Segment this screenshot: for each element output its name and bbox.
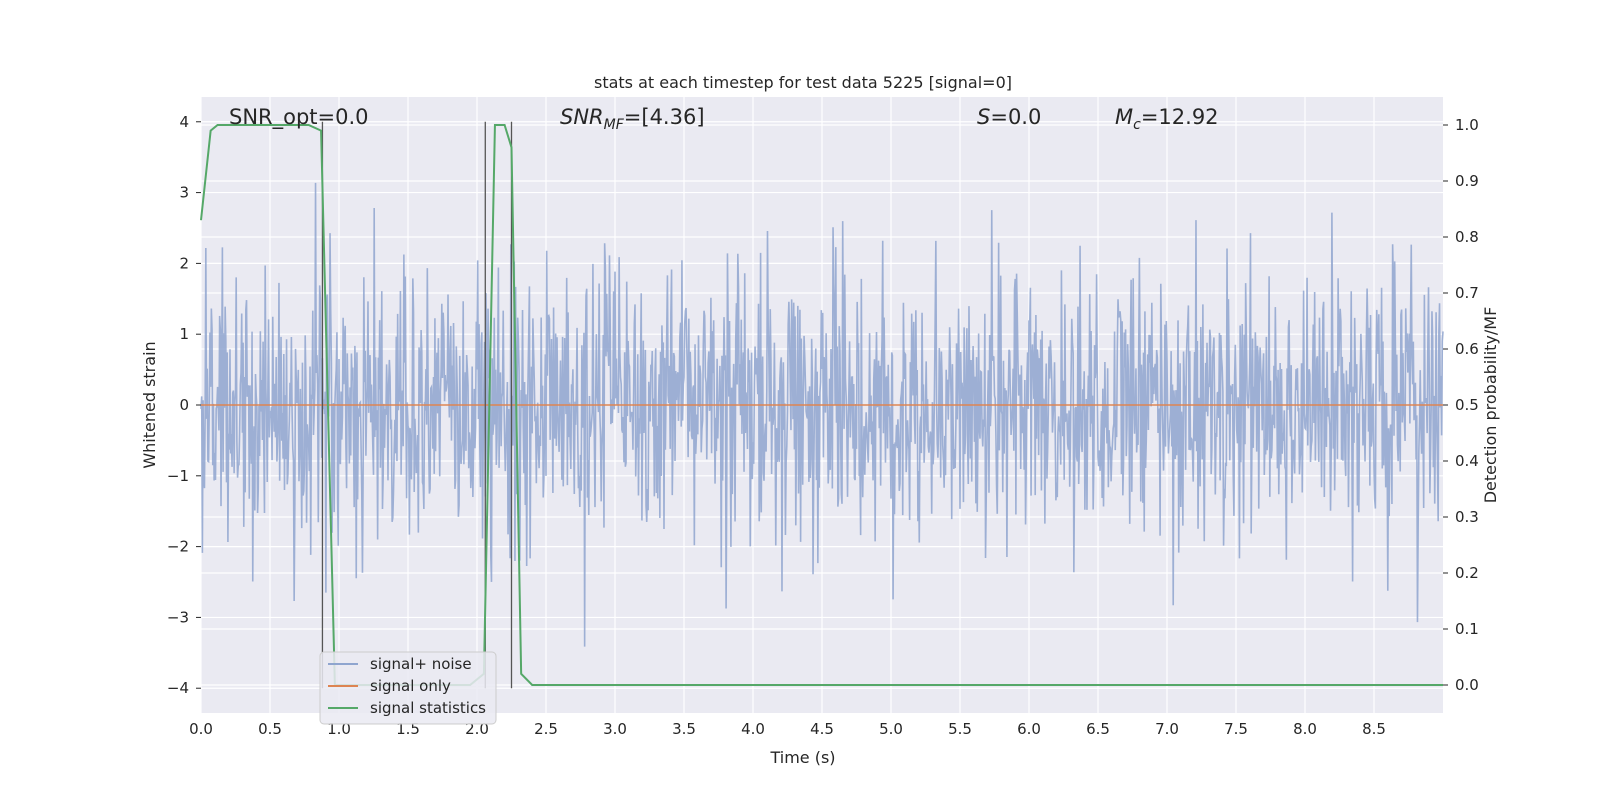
y2-tick-label: 0.4 xyxy=(1455,452,1479,470)
x-tick-label: 3.5 xyxy=(672,720,696,738)
y2-tick-label: 1.0 xyxy=(1455,116,1479,134)
x-tick-label: 5.0 xyxy=(879,720,903,738)
x-axis-ticks: 0.0 0.5 1.0 1.5 2.0 2.5 3.0 3.5 4.0 4.5 5.0 5.5 6.0 6… xyxy=(189,720,1386,738)
y-tick-label: 4 xyxy=(179,113,189,131)
y-tick-label: 1 xyxy=(179,325,189,343)
x-tick-label: 0.5 xyxy=(258,720,282,738)
x-tick-label: 8.5 xyxy=(1362,720,1386,738)
y-tick-label: −1 xyxy=(167,467,189,485)
x-tick-label: 4.5 xyxy=(810,720,834,738)
x-tick-label: 6.0 xyxy=(1017,720,1041,738)
y2-axis-ticks: 1.0 0.9 0.8 0.7 0.6 0.5 0.4 0.3 0.2 0.1 0.0 xyxy=(1443,116,1479,694)
y-tick-label: −2 xyxy=(167,538,189,556)
y2-tick-label: 0.2 xyxy=(1455,564,1479,582)
y2-tick-label: 0.1 xyxy=(1455,620,1479,638)
x-tick-label: 6.5 xyxy=(1086,720,1110,738)
x-axis-label: Time (s) xyxy=(769,748,835,767)
y2-tick-label: 0.7 xyxy=(1455,284,1479,302)
legend-box xyxy=(319,651,497,725)
legend: signal+ noise signal only signal statist… xyxy=(319,651,497,725)
x-tick-label: 3.0 xyxy=(603,720,627,738)
x-tick-label: 7.0 xyxy=(1155,720,1179,738)
x-tick-label: 7.5 xyxy=(1224,720,1248,738)
y-axis-ticks: 4 3 2 1 0 −1 −2 −3 −4 xyxy=(167,113,201,697)
y2-tick-label: 0.3 xyxy=(1455,508,1479,526)
annotation-mc: Mc=12.92 xyxy=(1115,105,1219,133)
y-axis-label: Whitened strain xyxy=(140,341,159,468)
y-tick-label: −4 xyxy=(167,679,189,697)
x-tick-label: 4.0 xyxy=(741,720,765,738)
series-signal-noise xyxy=(200,182,1444,647)
x-tick-label: 8.0 xyxy=(1293,720,1317,738)
y-tick-label: 0 xyxy=(179,396,189,414)
annotation-s: S=0.0 xyxy=(977,105,1041,129)
x-tick-label: 5.5 xyxy=(948,720,972,738)
legend-label-signal-only: signal only xyxy=(370,677,451,695)
y-tick-label: 3 xyxy=(179,184,189,202)
x-tick-label: 0.0 xyxy=(189,720,213,738)
y-tick-label: 2 xyxy=(179,254,189,272)
y2-tick-label: 0.0 xyxy=(1455,676,1479,694)
chart-title: stats at each timestep for test data 522… xyxy=(594,73,1012,92)
annotation-snr-mf: SNRMF=[4.36] xyxy=(560,105,705,133)
annotation-snr-opt: SNR_opt=0.0 xyxy=(229,105,369,130)
y-tick-label: −3 xyxy=(167,608,189,626)
y2-tick-label: 0.6 xyxy=(1455,340,1479,358)
y2-tick-label: 0.5 xyxy=(1455,396,1479,414)
signal-noise-line xyxy=(200,182,1444,647)
y2-axis-label: Detection probability/MF xyxy=(1481,307,1500,504)
legend-label-signal-statistics: signal statistics xyxy=(370,699,486,717)
y2-tick-label: 0.9 xyxy=(1455,172,1479,190)
y2-tick-label: 0.8 xyxy=(1455,228,1479,246)
legend-label-signal-noise: signal+ noise xyxy=(370,655,472,673)
x-tick-label: 2.5 xyxy=(534,720,558,738)
